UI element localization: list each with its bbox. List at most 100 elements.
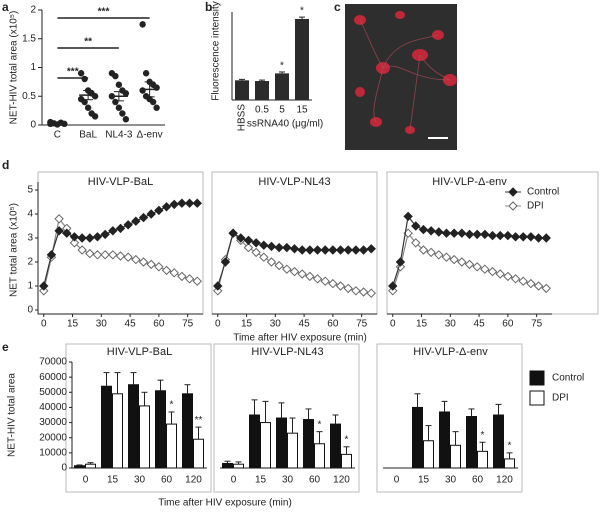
bar [330,423,341,469]
x-tick-label: 0 [41,319,47,330]
data-point [85,233,95,243]
data-point [266,241,277,252]
data-point [395,257,406,267]
x-tick-label: 75 [531,319,543,330]
data-point [289,244,300,254]
y-tick-label: 50000 [39,387,67,398]
panel-frame [211,171,378,315]
x-tick-label: 0 [390,319,396,330]
y-tick-label: 10000 [39,447,67,458]
x-tick-label: 0 [231,475,237,486]
data-point [115,81,123,88]
significance-label: * [481,430,485,441]
data-point [100,229,110,240]
data-point [518,232,528,242]
y-tick-label: 30000 [39,417,67,428]
x-tick-label: 60 [502,319,514,330]
data-point [449,228,459,238]
data-point [146,209,156,219]
y-tick-label: 2 [30,5,36,16]
x-tick-label: 75 [182,319,194,330]
data-point [139,21,146,28]
data-point [108,250,118,260]
panel-frame [37,171,204,315]
bar [466,416,477,469]
x-tick-label: 30 [96,319,108,330]
significance-label: * [300,6,304,17]
x-tick-label: 15 [296,105,308,116]
data-point [282,242,292,253]
data-point [92,232,103,242]
bar [287,432,298,469]
data-point [123,220,133,230]
bar [139,405,150,469]
x-tick-label: 60 [153,319,165,330]
x-tick-label: 45 [474,319,486,330]
legend-swatch [529,370,545,386]
data-point [457,257,467,267]
data-point [131,216,141,226]
data-point [169,268,179,278]
y-axis-label: NET-HIV total area [7,373,18,457]
data-point [457,228,467,238]
significance-label: ** [84,37,92,48]
panel-title: HIV-VLP-BaL [107,346,172,358]
data-point [411,238,421,248]
x-tick-label: HBSS [237,104,248,132]
bar [260,422,271,469]
data-point [426,247,436,258]
x-tick-label: 30 [134,475,146,486]
data-point [81,98,88,106]
data-point [77,245,87,255]
data-point [131,254,141,265]
data-point [426,226,436,236]
data-point [395,262,406,272]
x-tick-label: 75 [356,319,368,330]
panel-letter: e [2,340,9,354]
data-point [541,283,551,294]
significance-label: * [170,400,174,411]
y-tick-label: 0.5 [22,91,36,102]
data-point [320,276,330,286]
x-tick-label: NL4-3 [105,130,133,141]
x-axis-label: Time after HIV exposure (min) [158,498,292,509]
bar [255,81,269,100]
data-point [100,250,110,260]
y-tick-label: 70000 [39,357,67,368]
y-tick-label: 1 [30,62,36,73]
data-point [243,235,254,246]
x-tick-label: 30 [445,475,457,486]
data-point [192,276,202,286]
panel-frame [376,343,523,493]
x-tick-label: 120 [185,475,202,486]
bar [341,453,352,469]
x-tick-label: 60 [309,475,321,486]
data-point [495,230,505,241]
data-point [297,269,307,279]
significance-label: * [318,419,322,430]
x-tick-label: 60 [161,475,173,486]
bar [182,393,193,469]
data-point [91,113,99,120]
bar [504,458,515,469]
legend-marker [508,201,518,211]
data-point [274,242,284,253]
data-point [69,232,80,242]
data-point [464,229,475,240]
bar [166,423,177,469]
data-point [518,276,528,286]
data-point [122,116,130,123]
x-tick-label: 45 [125,319,137,330]
bar [439,411,450,469]
y-tick-label: 1 [27,281,33,292]
data-point [184,198,195,208]
x-tick-label: 60 [472,475,484,486]
data-point [388,281,398,291]
x-tick-label: 5 [279,105,285,116]
bar [101,385,112,469]
bar [74,465,85,469]
legend-label: DPI [552,393,569,404]
legend-label: Control [552,373,584,384]
panel-frame [65,343,212,493]
